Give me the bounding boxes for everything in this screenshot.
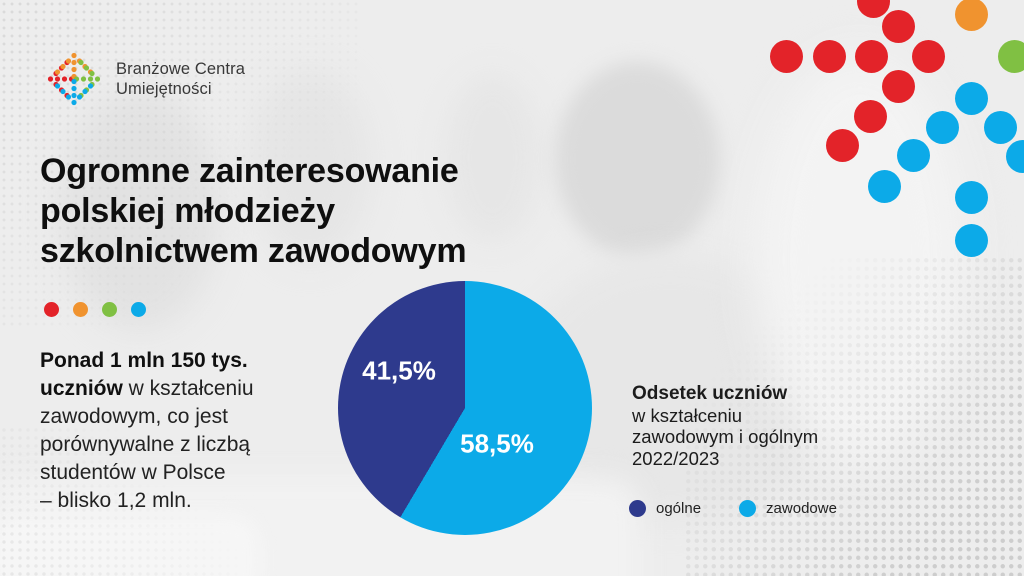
stat-line2-rest: w kształceniu [122,377,254,400]
caption-bold: Odsetek uczniów [632,383,788,404]
caption-line: w kształceniu [632,404,743,426]
legend-item-ogolne: ogólne [629,500,701,517]
chart-caption: Odsetek uczniów w kształceniu zawodowym … [632,383,847,469]
stat-line: porównywalne z liczbą [40,433,251,456]
stat-text: Ponad 1 mln 150 tys. uczniów w kształceni… [40,347,302,515]
logo: Branżowe Centra Umiejętności [45,50,245,108]
title-line: Ogromne zainteresowanie [40,152,459,190]
caption-line: 2022/2023 [632,447,720,469]
accent-dot [73,302,88,317]
pie-label-zawodowe: 58,5% [460,428,534,459]
accent-dot [131,302,146,317]
bcu-starburst-icon [47,52,101,106]
slide-title: Ogromne zainteresowanie polskiej młodzież… [40,151,467,271]
accent-dot [44,302,59,317]
legend-item-zawodowe: zawodowe [739,500,837,517]
pie-chart: 41,5% 58,5% [338,281,592,535]
photo-shape-person-left [60,90,220,330]
logo-line2: Umiejętności [116,80,212,98]
accent-dots [44,302,146,317]
legend-dot-zawodowe [739,500,757,517]
pie-circle [338,281,592,535]
logo-line1: Branżowe Centra [116,60,245,78]
stat-line: studentów w Polsce [40,461,226,484]
photo-shape-student-head [555,62,720,257]
stat-bold-line1: Ponad 1 mln 150 tys. [40,349,248,372]
accent-dot [102,302,117,317]
title-line: szkolnictwem zawodowym [40,232,467,270]
stat-line: – blisko 1,2 mln. [40,489,192,512]
stat-line: zawodowym, co jest [40,405,228,428]
pie-label-ogolne: 41,5% [362,355,436,386]
legend-dot-ogolne [629,500,646,517]
chart-legend: ogólne zawodowe [629,500,837,517]
photo-shape-desk-highlight [0,515,260,576]
photo-shape-person-left2 [250,70,370,260]
stat-bold-word: uczniów [40,377,123,400]
photo-shape-person-mid [445,75,540,240]
legend-label-ogolne: ogólne [656,500,702,517]
logo-text: Branżowe Centra Umiejętności [116,59,245,99]
caption-line: zawodowym i ogólnym [632,426,819,447]
legend-label-zawodowe: zawodowe [766,500,837,517]
title-line: polskiej młodzieży [40,192,335,230]
